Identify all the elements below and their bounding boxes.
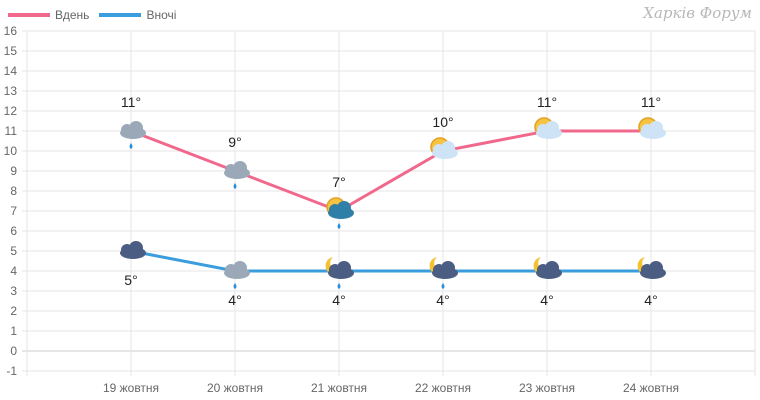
x-tick-label: 21 жовтня xyxy=(311,381,367,395)
moon-cloud-icon xyxy=(533,257,562,279)
data-label: 4° xyxy=(436,292,449,308)
data-label: 4° xyxy=(332,292,345,308)
y-tick-label: 13 xyxy=(4,84,18,98)
legend-swatch-day xyxy=(8,13,50,17)
series-line-night xyxy=(130,249,651,273)
sun-rain-cloud-icon xyxy=(326,197,354,229)
y-tick-label: 3 xyxy=(10,284,17,298)
y-tick-label: 2 xyxy=(10,304,17,318)
legend-item-night[interactable]: Вночі xyxy=(99,8,176,22)
data-label: 11° xyxy=(121,94,141,110)
y-tick-label: -1 xyxy=(6,364,17,378)
data-label: 4° xyxy=(228,292,241,308)
x-tick-label: 23 жовтня xyxy=(519,381,575,395)
y-tick-label: 4 xyxy=(10,264,17,278)
series-line-day xyxy=(130,129,651,213)
y-tick-label: 12 xyxy=(4,104,18,118)
legend-swatch-night xyxy=(99,13,142,17)
data-label: 11° xyxy=(537,94,557,110)
y-tick-label: 1 xyxy=(10,324,17,338)
legend-label-day: Вдень xyxy=(55,8,90,22)
y-tick-label: 9 xyxy=(10,164,17,178)
rain-cloud-icon xyxy=(120,121,146,149)
sun-cloud-icon xyxy=(534,117,562,139)
rain-cloud-icon xyxy=(224,261,250,289)
x-tick-label: 19 жовтня xyxy=(103,381,159,395)
y-tick-label: 16 xyxy=(4,24,18,38)
data-label: 10° xyxy=(432,114,453,130)
y-tick-label: 8 xyxy=(10,184,17,198)
data-label: 11° xyxy=(641,94,661,110)
y-tick-label: 14 xyxy=(4,64,18,78)
sun-cloud-icon xyxy=(638,117,666,139)
data-label: 9° xyxy=(228,134,241,150)
data-label: 7° xyxy=(332,174,345,190)
y-tick-label: 6 xyxy=(10,224,17,238)
moon-rain-cloud-icon xyxy=(429,257,458,289)
x-tick-label: 24 жовтня xyxy=(623,381,679,395)
sun-cloud-icon xyxy=(430,137,458,159)
legend-label-night: Вночі xyxy=(146,8,177,22)
y-tick-label: 0 xyxy=(10,344,17,358)
data-label: 4° xyxy=(644,292,657,308)
y-tick-label: 15 xyxy=(4,44,18,58)
y-tick-label: 11 xyxy=(5,124,18,138)
rain-cloud-icon xyxy=(224,161,250,189)
y-tick-label: 7 xyxy=(10,204,17,218)
legend: Вдень Вночі xyxy=(8,8,186,22)
x-tick-label: 20 жовтня xyxy=(207,381,263,395)
dark-cloud-icon xyxy=(120,241,146,259)
data-label: 5° xyxy=(124,272,137,288)
x-tick-label: 22 жовтня xyxy=(415,381,471,395)
data-label: 4° xyxy=(540,292,553,308)
moon-cloud-icon xyxy=(637,257,666,279)
legend-item-day[interactable]: Вдень xyxy=(8,8,89,22)
y-tick-label: 5 xyxy=(10,244,17,258)
watermark: Харків Форум xyxy=(643,4,752,22)
moon-rain-cloud-icon xyxy=(325,257,354,289)
y-tick-label: 10 xyxy=(4,144,18,158)
